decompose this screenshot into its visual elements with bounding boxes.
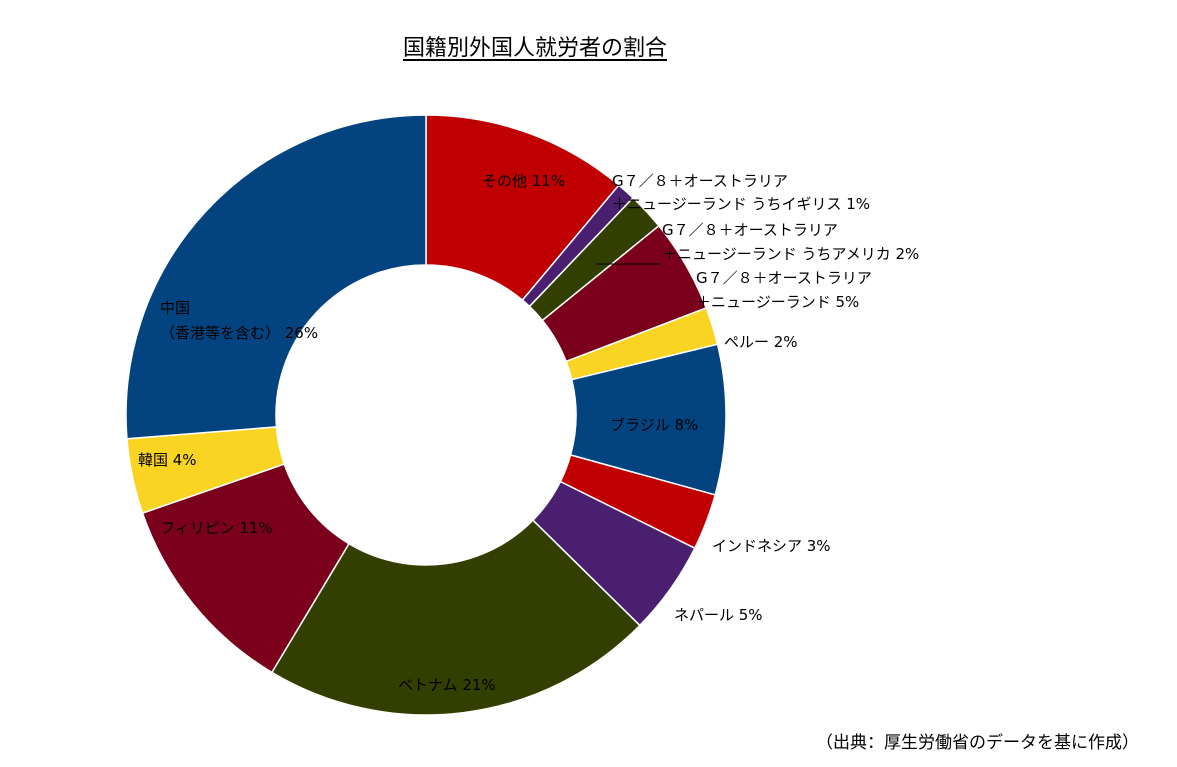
label-other: その他 11% bbox=[482, 172, 565, 190]
label-us-line2: ＋ニュージーランド うちアメリカ 2% bbox=[662, 245, 919, 263]
label-brazil: ブラジル 8% bbox=[610, 416, 698, 434]
label-philippines: フィリピン 11% bbox=[160, 519, 273, 537]
label-korea: 韓国 4% bbox=[138, 451, 197, 469]
label-china-line2: （香港等を含む） 26% bbox=[160, 324, 318, 342]
label-peru: ペルー 2% bbox=[724, 333, 798, 351]
label-g7-line2: ＋ニュージーランド 5% bbox=[696, 293, 859, 311]
source-note: （出典：厚生労働省のデータを基に作成） bbox=[816, 733, 1139, 753]
label-g7-line1: G７／８＋オーストラリア bbox=[696, 269, 872, 287]
slice-11 bbox=[125, 114, 427, 440]
label-nepal: ネパール 5% bbox=[674, 606, 763, 624]
label-uk-line1: G７／８＋オーストラリア bbox=[612, 172, 788, 190]
label-vietnam: ベトナム 21% bbox=[398, 676, 496, 694]
donut-slices bbox=[125, 114, 727, 716]
label-us-line1: G７／８＋オーストラリア bbox=[662, 221, 838, 239]
label-uk-line2: ＋ニュージーランド うちイギリス 1% bbox=[612, 195, 870, 213]
label-indonesia: インドネシア 3% bbox=[712, 537, 831, 555]
chart-title: 国籍別外国人就労者の割合 bbox=[402, 36, 667, 61]
label-china-line1: 中国 bbox=[160, 299, 190, 317]
slice-8 bbox=[270, 519, 641, 716]
slice-labels: その他 11% G７／８＋オーストラリア ＋ニュージーランド うちイギリス 1%… bbox=[138, 172, 919, 694]
